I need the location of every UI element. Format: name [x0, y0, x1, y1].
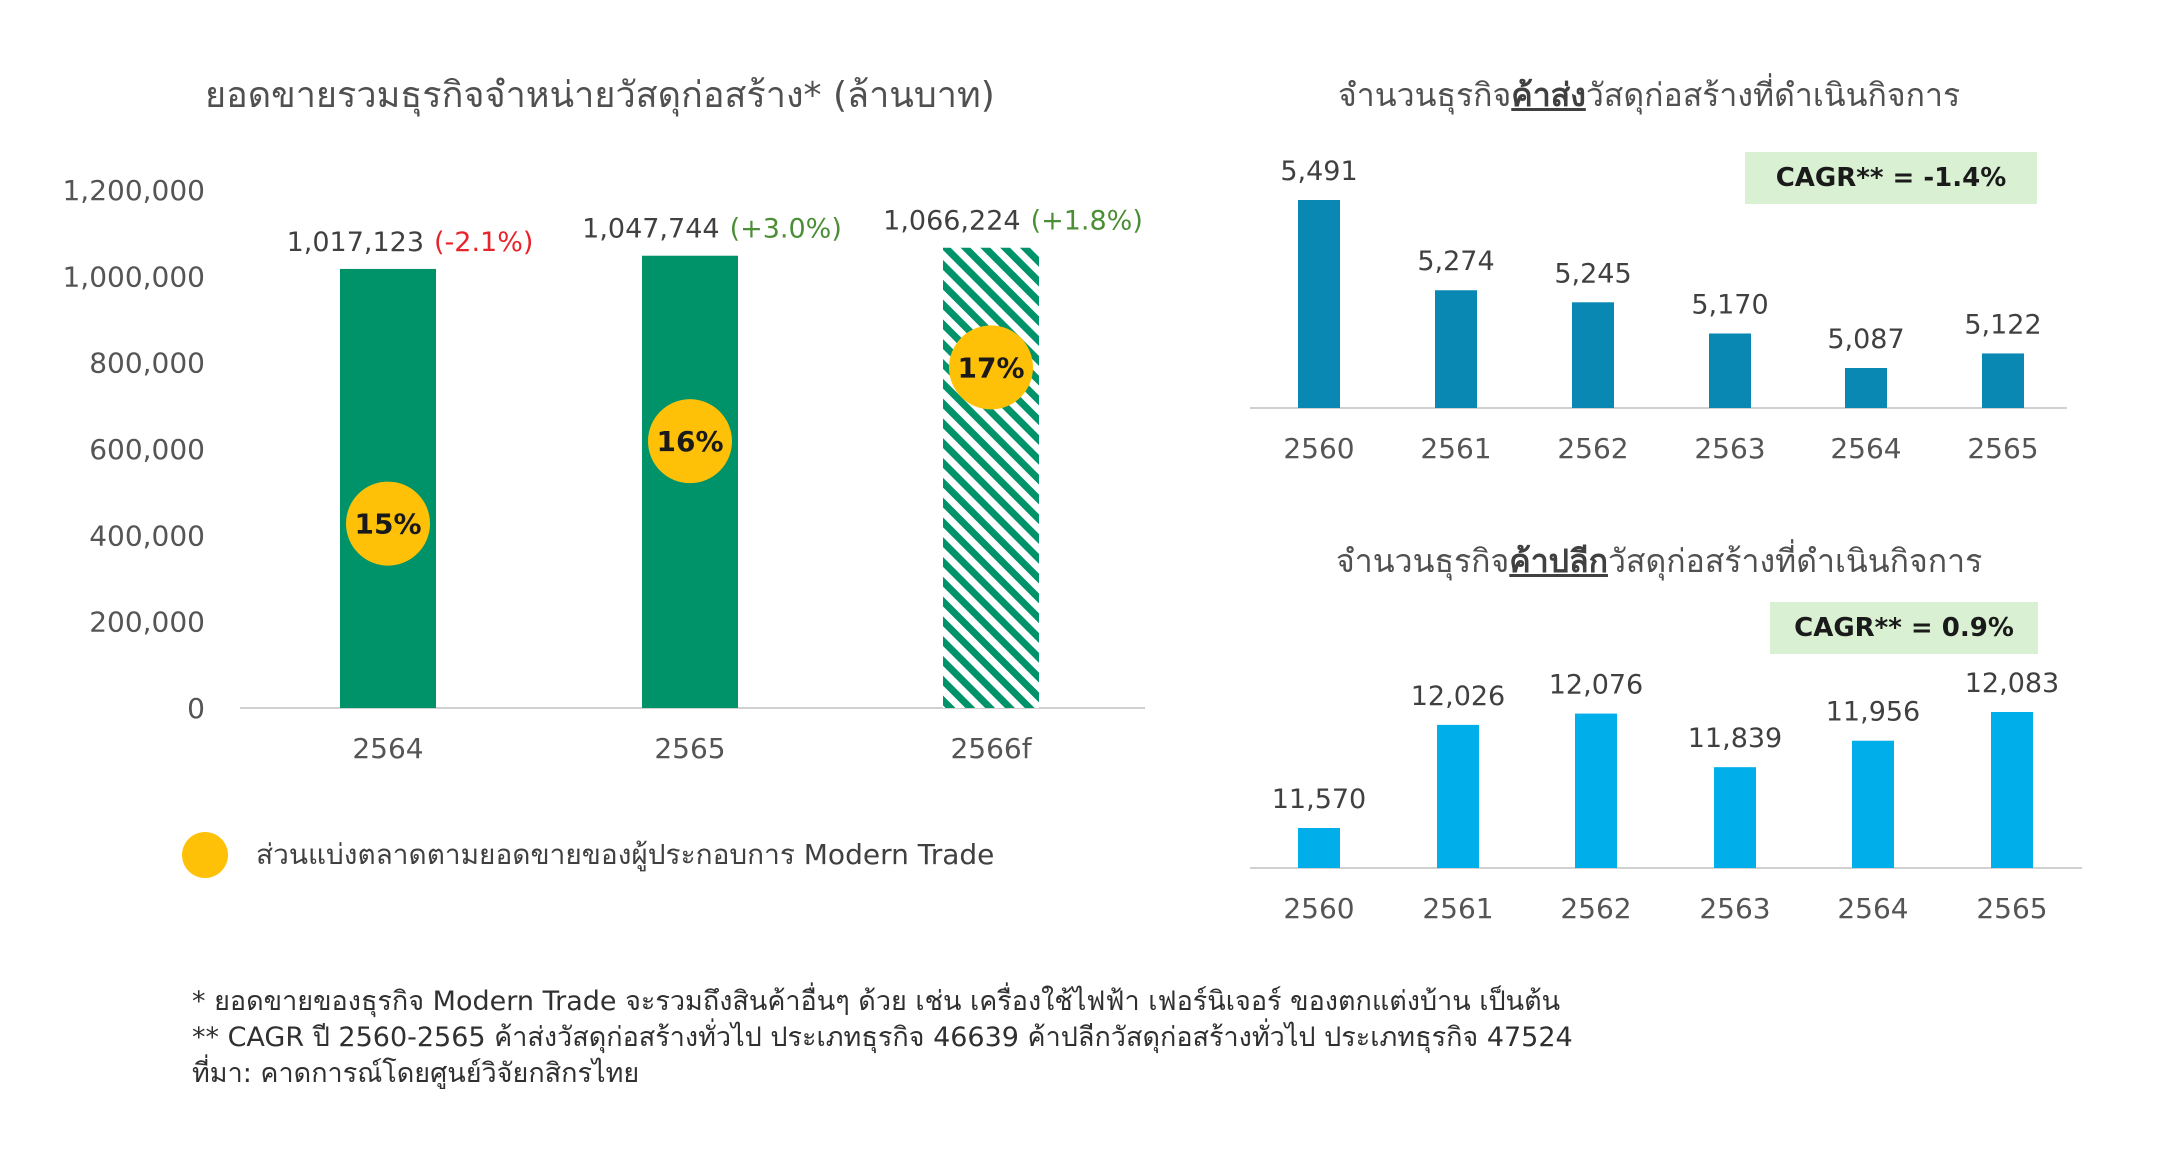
x-tick-label: 2560 — [1283, 892, 1354, 925]
count-bar — [1298, 828, 1340, 868]
x-tick-label: 2561 — [1420, 432, 1491, 465]
data-label: 5,491 — [1280, 156, 1357, 187]
retail-chart-title: จำนวนธุรกิจค้าปลีกวัสดุก่อสร้างที่ดำเนิน… — [1336, 536, 1982, 587]
market-share-circle — [648, 399, 732, 484]
count-bar — [1991, 712, 2033, 868]
data-label: 12,026 — [1411, 681, 1505, 712]
data-label: 1,047,744 (+3.0%) — [582, 214, 842, 245]
y-tick-label: 200,000 — [89, 606, 205, 639]
footnote-2: ** CAGR ปี 2560-2565 ค้าส่งวัสดุก่อสร้าง… — [192, 1022, 1573, 1053]
sales-chart: 0 200,000 400,000 600,000 800,000 1,000,000 1,… — [62, 174, 1145, 765]
data-label: 1,017,123 (-2.1%) — [287, 227, 534, 258]
x-tick-label: 2565 — [654, 732, 725, 765]
legend-label: ส่วนแบ่งตลาดตามยอดขายของผู้ประกอบการ Mod… — [256, 838, 995, 871]
count-bar — [1572, 302, 1614, 408]
data-label: 5,245 — [1554, 258, 1631, 289]
count-bar — [1709, 333, 1751, 408]
change-label: (+1.8%) — [1031, 206, 1143, 237]
retail-title-emphasis: ค้าปลีก — [1509, 542, 1608, 580]
wholesale-cagr-badge: CAGR** = -1.4% — [1745, 152, 2037, 204]
footnote-source: ที่มา: คาดการณ์โดยศูนย์วิจัยกสิกรไทย — [192, 1058, 640, 1089]
data-label: 11,839 — [1688, 723, 1782, 754]
data-label: 1,066,224 (+1.8%) — [883, 206, 1143, 237]
wholesale-chart-title: จำนวนธุรกิจค้าส่งวัสดุก่อสร้างที่ดำเนินก… — [1338, 70, 1960, 121]
change-label: (-2.1%) — [434, 227, 533, 258]
market-share-label: 15% — [354, 508, 421, 541]
data-label: 11,956 — [1826, 697, 1920, 728]
data-label: 5,170 — [1691, 289, 1768, 320]
wholesale-title-prefix: จำนวนธุรกิจ — [1338, 76, 1512, 114]
market-share-label: 16% — [656, 425, 723, 458]
y-tick-label: 0 — [187, 692, 205, 725]
data-label: 12,076 — [1549, 670, 1643, 701]
count-bar — [1298, 200, 1340, 408]
market-share-legend-marker — [182, 832, 228, 878]
data-label: 11,570 — [1272, 784, 1366, 815]
count-bar — [1845, 368, 1887, 408]
market-share-circle — [346, 481, 430, 566]
data-label: 5,087 — [1827, 324, 1904, 355]
value-label: 1,066,224 — [883, 206, 1020, 237]
x-tick-label: 2564 — [1830, 432, 1901, 465]
x-tick-label: 2562 — [1560, 892, 1631, 925]
x-tick-label: 2563 — [1699, 892, 1770, 925]
count-bar — [1575, 713, 1617, 868]
legend: ส่วนแบ่งตลาดตามยอดขายของผู้ประกอบการ Mod… — [182, 832, 994, 878]
x-tick-label: 2562 — [1557, 432, 1628, 465]
retail-cagr-badge: CAGR** = 0.9% — [1770, 602, 2038, 654]
count-bar — [1437, 724, 1479, 868]
y-tick-label: 1,000,000 — [62, 260, 205, 293]
retail-title-prefix: จำนวนธุรกิจ — [1336, 542, 1510, 580]
y-tick-label: 400,000 — [89, 519, 205, 552]
data-label: 12,083 — [1965, 668, 2059, 699]
market-share-circle — [949, 325, 1033, 410]
x-tick-label: 2566f — [950, 732, 1032, 765]
market-share-label: 17% — [957, 351, 1024, 384]
x-tick-label: 2565 — [1976, 892, 2047, 925]
count-bar — [1435, 290, 1477, 408]
x-tick-label: 2561 — [1422, 892, 1493, 925]
x-tick-label: 2560 — [1283, 432, 1354, 465]
x-tick-label: 2565 — [1967, 432, 2038, 465]
sales-bar — [943, 247, 1039, 708]
y-tick-label: 600,000 — [89, 433, 205, 466]
data-label: 5,274 — [1417, 246, 1494, 277]
retail-title-suffix: วัสดุก่อสร้างที่ดำเนินกิจการ — [1607, 542, 1983, 580]
retail-chart: 11,570 2560 12,026 2561 12,076 2562 11,839 2563… — [1250, 668, 2082, 925]
x-tick-label: 2564 — [352, 732, 423, 765]
value-label: 1,047,744 — [582, 214, 719, 245]
footnote-1: * ยอดขายของธุรกิจ Modern Trade จะรวมถึงส… — [192, 986, 1561, 1017]
y-tick-label: 800,000 — [89, 347, 205, 380]
count-bar — [1714, 767, 1756, 868]
sales-chart-title: ยอดขายรวมธุรกิจจำหน่ายวัสดุก่อสร้าง* (ล้… — [205, 75, 995, 116]
y-tick-label: 1,200,000 — [62, 174, 205, 207]
x-tick-label: 2564 — [1837, 892, 1908, 925]
wholesale-title-emphasis: ค้าส่ง — [1511, 76, 1586, 114]
count-bar — [1982, 353, 2024, 408]
footnotes: * ยอดขายของธุรกิจ Modern Trade จะรวมถึงส… — [192, 984, 1573, 1092]
change-label: (+3.0%) — [730, 214, 842, 245]
count-bar — [1852, 740, 1894, 868]
wholesale-title-suffix: วัสดุก่อสร้างที่ดำเนินกิจการ — [1585, 76, 1961, 114]
value-label: 1,017,123 — [287, 227, 424, 258]
x-tick-label: 2563 — [1694, 432, 1765, 465]
wholesale-chart: 5,491 2560 5,274 2561 5,245 2562 5,170 2563 5,08… — [1250, 156, 2067, 465]
data-label: 5,122 — [1964, 309, 2041, 340]
